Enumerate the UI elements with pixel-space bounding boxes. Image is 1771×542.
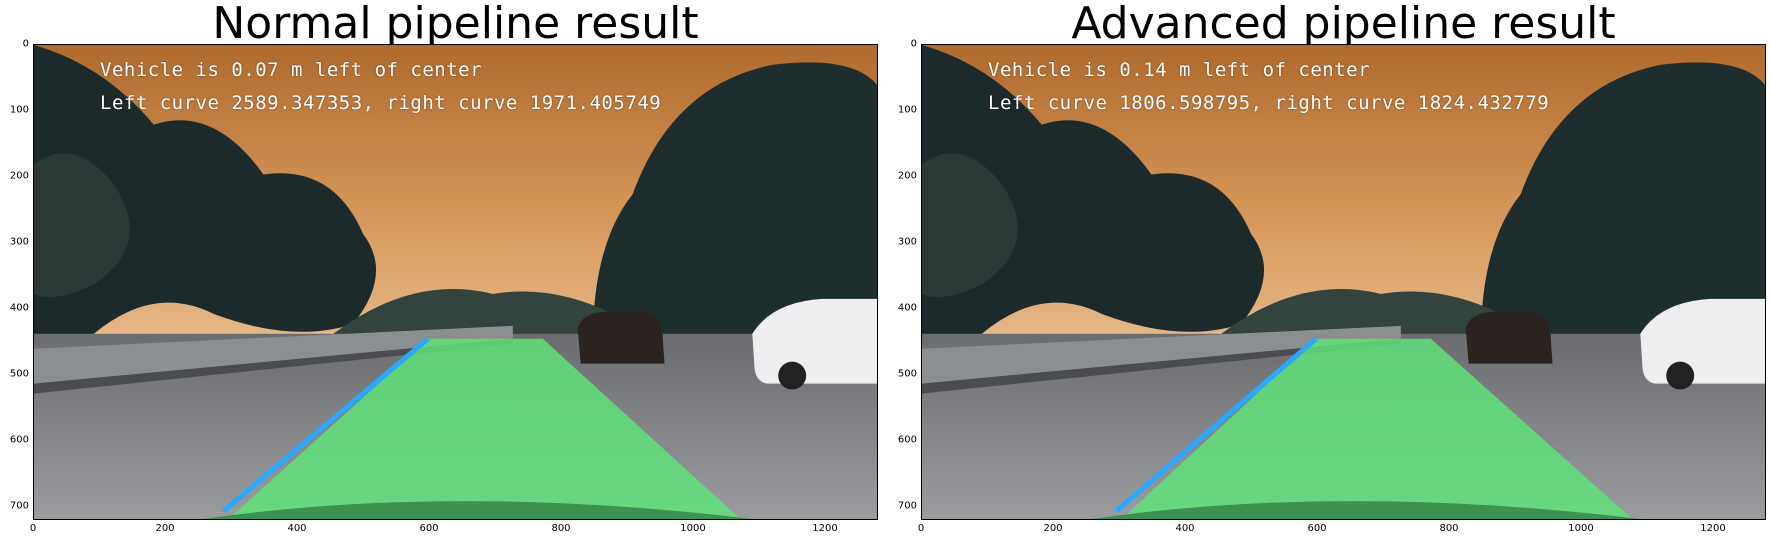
x-tick-label: 800 xyxy=(1439,523,1459,534)
car-dark xyxy=(1465,311,1553,364)
hills xyxy=(333,288,633,344)
lane-overlay xyxy=(1121,338,1633,519)
tree-left-2 xyxy=(34,153,130,298)
y-tick-label: 600 xyxy=(897,434,917,446)
y-tick-label: 500 xyxy=(897,368,917,380)
barrier-dark xyxy=(34,338,513,394)
x-tick-label: 600 xyxy=(1307,523,1327,534)
left-panel: Normal pipeline result xyxy=(0,0,878,542)
curvature-text: Left curve 2589.347353, right curve 1971… xyxy=(100,92,662,114)
y-tick-label: 100 xyxy=(9,104,29,116)
y-tick-label: 0 xyxy=(910,38,917,50)
y-tick-label: 400 xyxy=(897,302,917,314)
road-image: Vehicle is 0.14 m left of center Left cu… xyxy=(921,44,1766,520)
x-tick-label: 200 xyxy=(155,523,175,534)
road-image: Vehicle is 0.07 m left of center Left cu… xyxy=(33,44,878,520)
road-scene-svg xyxy=(922,45,1765,519)
vehicle-offset-text: Vehicle is 0.07 m left of center xyxy=(100,59,483,81)
x-tick-label: 400 xyxy=(287,523,307,534)
road-scene-svg xyxy=(34,45,877,519)
y-tick-label: 300 xyxy=(897,236,917,248)
x-tick-label: 1000 xyxy=(1568,523,1594,534)
y-tick-label: 200 xyxy=(9,170,29,182)
car-white-wheel xyxy=(778,361,807,390)
y-tick-label: 100 xyxy=(897,104,917,116)
y-tick-label: 600 xyxy=(9,434,29,446)
lane-line-left xyxy=(1114,336,1318,513)
x-tick-label: 0 xyxy=(917,523,925,534)
x-tick-label: 600 xyxy=(419,523,439,534)
right-panel: Advanced pipeline result xyxy=(888,0,1766,542)
lane-line-left xyxy=(221,336,430,513)
car-white-wheel xyxy=(1666,361,1695,390)
x-tick-label: 1200 xyxy=(1700,523,1726,534)
y-tick-label: 500 xyxy=(9,368,29,380)
y-tick-label: 700 xyxy=(897,500,917,512)
tree-right xyxy=(592,62,877,344)
x-tick-label: 200 xyxy=(1043,523,1063,534)
vehicle-offset-text: Vehicle is 0.14 m left of center xyxy=(988,59,1371,81)
hills xyxy=(1221,288,1521,344)
y-tick-label: 400 xyxy=(9,302,29,314)
car-hood xyxy=(1091,501,1641,519)
x-tick-label: 0 xyxy=(29,523,37,534)
x-tick-label: 1000 xyxy=(680,523,706,534)
panel-title: Advanced pipeline result xyxy=(1071,0,1616,49)
panel-title: Normal pipeline result xyxy=(212,0,699,49)
lane-overlay xyxy=(228,338,741,519)
tree-left xyxy=(34,45,377,344)
x-tick-label: 1200 xyxy=(812,523,838,534)
car-white xyxy=(1640,298,1765,384)
y-tick-label: 300 xyxy=(9,236,29,248)
car-dark xyxy=(577,311,665,364)
y-tick-label: 700 xyxy=(9,500,29,512)
x-tick-label: 800 xyxy=(551,523,571,534)
tree-left-2 xyxy=(922,153,1018,298)
tree-left xyxy=(922,45,1265,344)
car-hood xyxy=(203,501,753,519)
y-tick-label: 0 xyxy=(22,38,29,50)
y-tick-label: 200 xyxy=(897,170,917,182)
curvature-text: Left curve 1806.598795, right curve 1824… xyxy=(988,92,1550,114)
x-tick-label: 400 xyxy=(1175,523,1195,534)
car-white xyxy=(752,298,877,384)
barrier xyxy=(34,325,513,384)
tree-right xyxy=(1480,62,1765,344)
barrier xyxy=(922,325,1401,384)
barrier-dark xyxy=(922,338,1401,394)
